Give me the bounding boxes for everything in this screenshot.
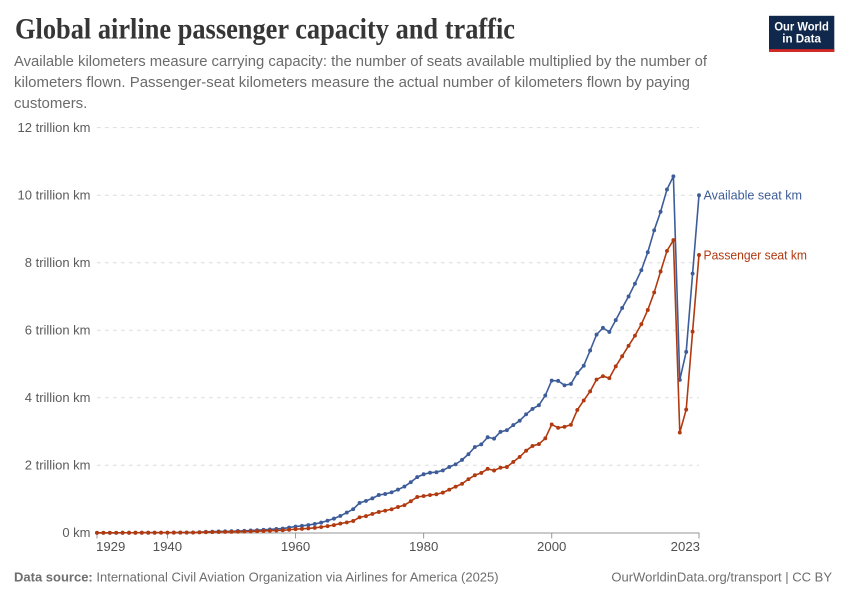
svg-text:2 trillion km: 2 trillion km xyxy=(25,458,91,473)
svg-text:Available kilometers measure c: Available kilometers measure carrying ca… xyxy=(14,53,708,70)
svg-text:customers.: customers. xyxy=(14,95,87,112)
svg-text:Global airline passenger capac: Global airline passenger capacity and tr… xyxy=(15,13,515,46)
svg-text:0 km: 0 km xyxy=(62,525,90,540)
svg-text:2023: 2023 xyxy=(671,539,700,554)
svg-text:2000: 2000 xyxy=(537,539,566,554)
svg-text:in Data: in Data xyxy=(782,32,821,45)
svg-text:6 trillion km: 6 trillion km xyxy=(25,323,91,338)
svg-text:10 trillion km: 10 trillion km xyxy=(18,188,91,203)
svg-text:12 trillion km: 12 trillion km xyxy=(18,120,91,135)
svg-text:kilometers flown. Passenger-se: kilometers flown. Passenger-seat kilomet… xyxy=(14,74,690,91)
svg-text:1960: 1960 xyxy=(281,539,310,554)
svg-text:8 trillion km: 8 trillion km xyxy=(25,255,91,270)
svg-text:1940: 1940 xyxy=(153,539,182,554)
svg-text:Passenger seat km: Passenger seat km xyxy=(704,248,808,263)
svg-text:OurWorldinData.org/transport |: OurWorldinData.org/transport | CC BY xyxy=(611,570,832,585)
svg-text:Available seat km: Available seat km xyxy=(704,188,803,203)
svg-text:4 trillion km: 4 trillion km xyxy=(25,390,91,405)
svg-text:1980: 1980 xyxy=(409,539,438,554)
svg-text:Data source: International Civ: Data source: International Civil Aviatio… xyxy=(14,570,499,585)
svg-text:Our World: Our World xyxy=(774,21,829,34)
svg-text:1929: 1929 xyxy=(96,539,125,554)
